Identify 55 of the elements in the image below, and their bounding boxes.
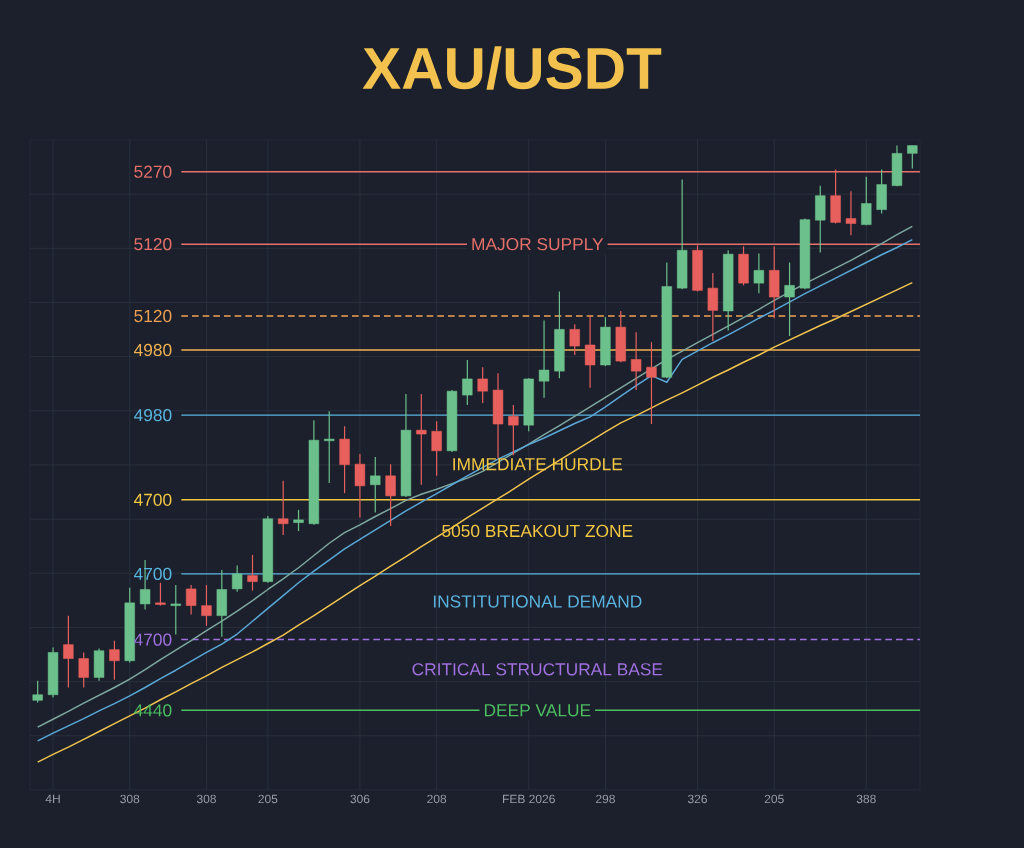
annotation: 4980 [133, 408, 172, 422]
candlestick [861, 176, 872, 226]
candlestick [907, 144, 918, 169]
candlestick [324, 410, 335, 484]
x-tick-label: 205 [258, 794, 278, 804]
ref-line-label: DEEP VALUE [484, 704, 591, 717]
candlestick [231, 564, 243, 593]
candlestick [370, 456, 381, 514]
candlestick [32, 680, 43, 704]
annotation: 5120 [134, 309, 172, 323]
candlestick [155, 582, 166, 607]
candlestick [170, 584, 181, 636]
x-tick-label: 308 [196, 794, 216, 804]
candlestick [293, 509, 304, 532]
candlestick [78, 651, 89, 689]
candlestick [63, 615, 74, 689]
x-tick-label: 308 [120, 794, 140, 804]
candlestick [584, 315, 596, 389]
annotation: INSTITUTIONAL DEMAND [433, 595, 642, 608]
annotation: 4980 [133, 343, 172, 357]
ref-line-label: MAJOR SUPPLY [472, 238, 604, 251]
candlestick [278, 480, 289, 536]
x-tick-label: 205 [764, 794, 784, 804]
candlestick [477, 366, 488, 404]
x-tick-label: 4H [45, 794, 60, 803]
candlestick [630, 331, 642, 391]
candlestick [784, 261, 795, 337]
annotation: 4700 [133, 493, 172, 506]
candlestick [508, 404, 519, 456]
candlestick [646, 341, 657, 425]
candlestick [247, 554, 258, 592]
chart-title: XAU/USDT [362, 46, 662, 90]
annotation: 5270 [134, 165, 172, 178]
annotation: 5050 BREAKOUT ZONE [442, 524, 633, 538]
candlestick [201, 584, 212, 627]
x-tick-label: 388 [856, 794, 876, 804]
candlestick [185, 584, 197, 616]
candlestick [753, 253, 765, 294]
candlestick [431, 420, 442, 477]
candlestick [845, 190, 857, 236]
annotation: 5120 [134, 238, 172, 251]
x-tick-label: 306 [350, 794, 370, 804]
candlestick [354, 453, 366, 519]
candlestick [569, 323, 580, 356]
candlestick [385, 463, 396, 527]
candlestick [707, 272, 719, 342]
candlestick [109, 640, 120, 681]
annotation: CRITICAL STRUCTURAL BASE [412, 663, 663, 676]
x-tick-label: 208 [427, 794, 447, 804]
x-tick-label: 326 [687, 794, 707, 804]
x-tick-label: 298 [596, 794, 615, 804]
candlestick [416, 393, 427, 486]
x-tick-label: FEB 2026 [503, 794, 555, 804]
candlestick [538, 319, 550, 399]
candlestick [462, 359, 473, 406]
